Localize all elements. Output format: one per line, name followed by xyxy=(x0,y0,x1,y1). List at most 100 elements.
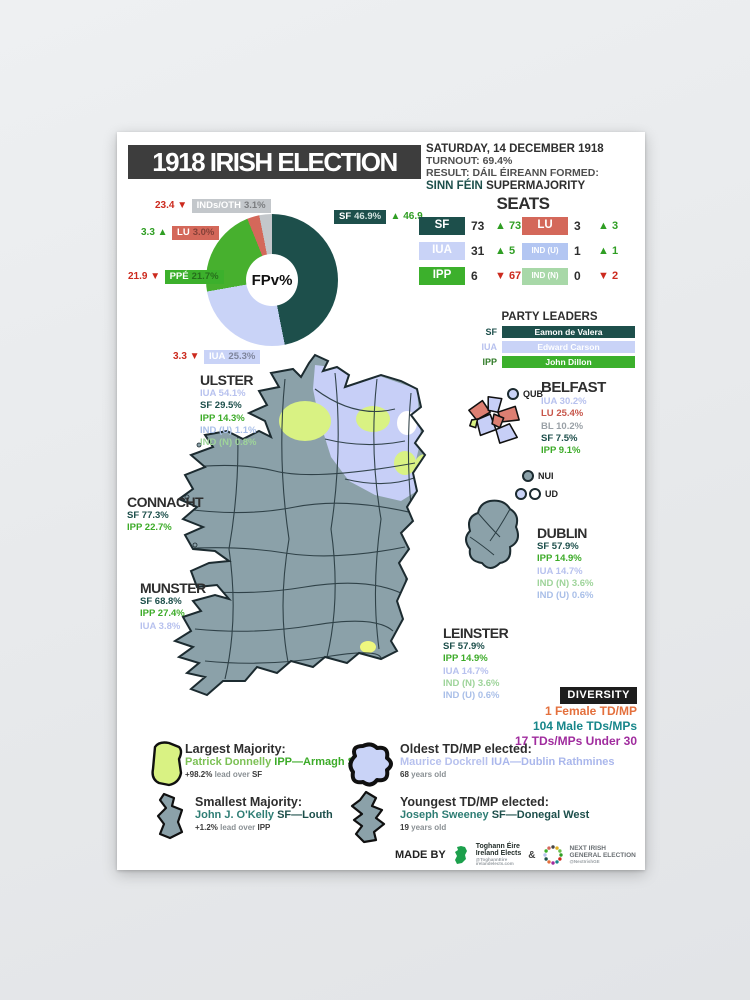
value-label: 1.1% xyxy=(234,425,257,437)
value-label: 25.4% xyxy=(556,408,584,420)
fact-footnote: +1.2% lead over IPP xyxy=(195,823,333,833)
ud-circle-icon-2 xyxy=(529,488,541,500)
region-stat: IND (N) 0.8% xyxy=(200,437,257,449)
election-date: SATURDAY, 14 DECEMBER 1918 xyxy=(426,143,604,155)
value-label: 21.7% xyxy=(191,271,219,282)
region-stat: BL 10.2% xyxy=(541,421,606,433)
fact-title: Smallest Majority: xyxy=(195,795,302,809)
party-chip: INDs/OTH 3.1% xyxy=(191,199,271,213)
footnote-value: +1.2% xyxy=(195,822,218,832)
fact-name: Joseph Sweeney SF—Donegal West xyxy=(400,809,589,822)
seat-count: 0 xyxy=(574,269,581,283)
region-stat: IND (N) 3.6% xyxy=(537,578,594,590)
region-stat: IPP 22.7% xyxy=(127,522,203,534)
fact-title: Oldest TD/MP elected: xyxy=(400,742,532,756)
seat-change: ▲ 3 xyxy=(598,220,619,232)
party-chip: IPP xyxy=(419,267,465,285)
region-stat: IPP 9.1% xyxy=(541,445,606,457)
value-label: 57.9% xyxy=(551,541,579,552)
party-label: INDs/OTH xyxy=(196,200,241,211)
fact-footnote: 19 years old xyxy=(400,823,589,833)
footnote-party: IPP xyxy=(257,822,271,832)
party-label: IND (N) xyxy=(537,578,570,590)
party-label: SF xyxy=(541,433,554,445)
party-chip: IND (N) xyxy=(522,267,568,285)
pie-label-lu: 3.3 ▲ LU 3.0% xyxy=(141,222,220,240)
value-label: 10.2% xyxy=(556,420,584,432)
party-label: IPP xyxy=(482,357,497,367)
value-label: 3.0% xyxy=(192,227,215,238)
seat-count: 6 xyxy=(471,269,478,283)
party-label: IUA xyxy=(481,342,498,352)
party-label: IUA xyxy=(209,351,226,362)
party-label: SF xyxy=(485,327,497,337)
election-infographic-poster: 1918 IRISH ELECTION SATURDAY, 14 DECEMBE… xyxy=(117,132,645,870)
value-label: 14.3% xyxy=(217,412,245,424)
diversity-male: 104 Male TDs/MPs xyxy=(532,718,637,733)
ud-label: UD xyxy=(545,489,558,499)
party-label: IND (U) xyxy=(537,590,570,602)
party-label: LU xyxy=(541,408,554,420)
logo-line: Ireland Elects xyxy=(475,850,522,858)
region-stat: SF 7.5% xyxy=(541,433,606,445)
value-label: 25.3% xyxy=(228,351,256,362)
seat-count: 1 xyxy=(574,244,581,258)
party-label: IUA xyxy=(200,388,217,399)
region-dublin: DUBLIN SF 57.9% IPP 14.9% IUA 14.7% IND … xyxy=(537,525,594,603)
next-irish-ge-logo-icon xyxy=(542,845,563,865)
next-irish-ge-logo-text: NEXT IRISH GENERAL ELECTION @NextIrishGE xyxy=(569,845,636,864)
person-name: Maurice Dockrell xyxy=(400,756,492,769)
nui-circle-icon xyxy=(522,470,534,482)
result-suffix: SUPERMAJORITY xyxy=(482,180,586,193)
result-party: SINN FÉIN xyxy=(426,180,483,193)
logo-handle: @ToghannEire xyxy=(475,856,508,862)
seats-title: SEATS xyxy=(496,194,550,213)
leader-name: Edward Carson xyxy=(502,341,635,353)
ampersand: & xyxy=(528,849,536,861)
fact-oldest-td: Oldest TD/MP elected: Maurice Dockrell I… xyxy=(400,742,615,780)
value-label: 29.5% xyxy=(214,400,242,412)
footnote-party: SF xyxy=(251,769,263,779)
fact-title: Largest Majority: xyxy=(185,742,286,756)
fpv-pie-center-label: FPv% xyxy=(246,254,298,306)
party-chip: IND (U) xyxy=(522,242,568,260)
party-label: LU xyxy=(177,227,190,238)
louth-shape xyxy=(156,792,184,840)
party-label: IUA xyxy=(140,620,157,632)
logo-site: irelandelects.com xyxy=(475,861,514,867)
logo-handle: @NextIrishGE xyxy=(569,858,600,864)
party-chip: LU 3.0% xyxy=(172,226,220,240)
value-label: 3.6% xyxy=(477,678,500,690)
seat-count: 73 xyxy=(471,219,485,233)
footnote-value: +98.2% xyxy=(185,769,213,779)
party-chip: IUA xyxy=(419,242,465,260)
region-stat: IUA 14.7% xyxy=(537,566,594,578)
footnote-value: 68 xyxy=(400,769,409,779)
region-ulster: ULSTER IUA 54.1% SF 29.5% IPP 14.3% IND … xyxy=(200,372,257,450)
value-label: 46.9% xyxy=(354,211,382,222)
party-label: SF xyxy=(200,400,213,412)
fact-footnote: 68 years old xyxy=(400,770,615,780)
value-label: 14.7% xyxy=(555,565,583,577)
region-belfast: BELFAST IUA 30.2% LU 25.4% BL 10.2% SF 7… xyxy=(541,379,606,458)
party-chip: PPÉ 21.7% xyxy=(164,270,224,284)
party-label: IND (U) xyxy=(200,425,233,437)
diversity-section: DIVERSITY 1 Female TD/MP 104 Male TDs/MP… xyxy=(515,685,637,749)
pie-label-ppe: 21.9 ▼ PPÉ 21.7% xyxy=(128,266,224,284)
ireland-constituency-map xyxy=(174,354,426,696)
change-value: 23.4 ▼ xyxy=(155,200,188,211)
region-stat: SF 57.9% xyxy=(537,541,594,553)
region-name: DUBLIN xyxy=(537,525,587,541)
value-label: 54.1% xyxy=(218,388,246,399)
region-munster: MUNSTER SF 68.8% IPP 27.4% IUA 3.8% xyxy=(140,580,206,633)
seat-change: ▼ 67 xyxy=(495,270,522,282)
belfast-inset-map xyxy=(468,395,520,444)
party-label: IPP xyxy=(127,522,143,534)
region-stat: LU 25.4% xyxy=(541,408,606,420)
footnote-value: 19 xyxy=(400,822,409,832)
party-constituency: SF—Donegal West xyxy=(491,809,590,822)
seat-row-ipp: IPP 6 ▼ 67 xyxy=(419,266,521,286)
value-label: 9.1% xyxy=(558,445,581,457)
value-label: 0.8% xyxy=(234,437,257,449)
logo-line: GENERAL ELECTION xyxy=(569,851,636,859)
